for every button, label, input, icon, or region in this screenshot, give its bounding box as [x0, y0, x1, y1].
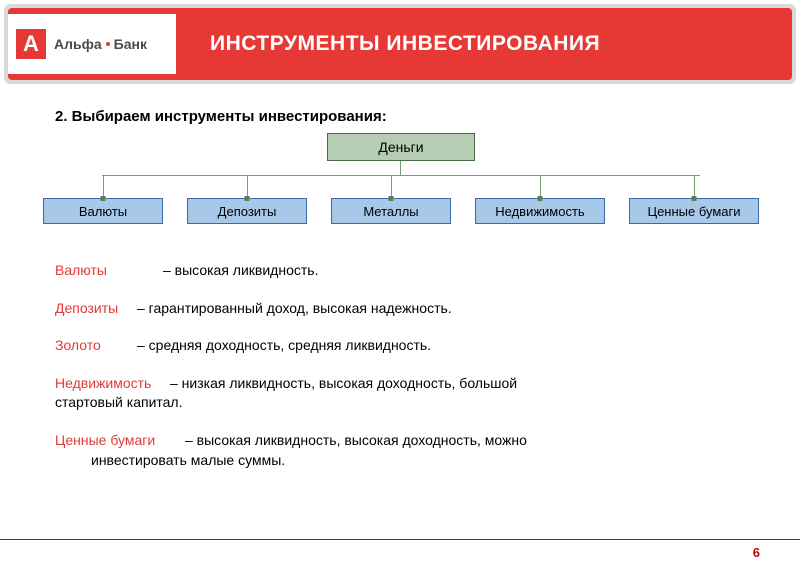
desc-text-cont: стартовый капитал. [55, 393, 745, 413]
child-marker-icon [692, 196, 697, 201]
desc-label: Недвижимость [55, 374, 170, 394]
footer-rule [0, 539, 800, 540]
child-marker-icon [245, 196, 250, 201]
desc-text: – высокая ликвидность. [163, 261, 318, 281]
slide-title: ИНСТРУМЕНТЫ ИНВЕСТИРОВАНИЯ [210, 32, 600, 56]
description-row-3: Недвижимость – низкая ликвидность, высок… [55, 374, 745, 413]
diagram-child-3: Недвижимость [475, 198, 605, 224]
logo-box: A Альфа Банк [8, 14, 176, 74]
diagram-child-4: Ценные бумаги [629, 198, 759, 224]
child-marker-icon [538, 196, 543, 201]
desc-label: Валюты [55, 261, 163, 281]
logo-text: Альфа Банк [54, 36, 147, 52]
child-label: Ценные бумаги [647, 204, 740, 219]
logo-word-2: Банк [114, 36, 147, 52]
logo-letter-box: A [16, 29, 46, 59]
header-inner: A Альфа Банк ИНСТРУМЕНТЫ ИНВЕСТИРОВАНИЯ [8, 8, 792, 80]
desc-text: – низкая ликвидность, высокая доходность… [170, 374, 517, 394]
desc-label: Депозиты [55, 299, 137, 319]
logo-letter: A [23, 31, 39, 57]
desc-text-cont: инвестировать малые суммы. [91, 451, 745, 471]
desc-text: – высокая ликвидность, высокая доходност… [185, 431, 527, 451]
diagram-child-1: Депозиты [187, 198, 307, 224]
child-marker-icon [389, 196, 394, 201]
child-marker-icon [101, 196, 106, 201]
diagram-root: Деньги [327, 133, 475, 161]
logo-dot-icon [106, 42, 110, 46]
description-row-4: Ценные бумаги – высокая ликвидность, выс… [55, 431, 745, 470]
descriptions-list: Валюты – высокая ликвидность. Депозиты –… [55, 261, 745, 470]
tree-diagram: Деньги Валюты Депозиты Металлы [55, 133, 745, 243]
child-label: Депозиты [218, 204, 277, 219]
page-number: 6 [753, 545, 760, 560]
root-label: Деньги [378, 139, 423, 155]
desc-text: – средняя доходность, средняя ликвидност… [137, 336, 431, 356]
child-label: Недвижимость [495, 204, 584, 219]
slide-header: A Альфа Банк ИНСТРУМЕНТЫ ИНВЕСТИРОВАНИЯ [4, 4, 796, 84]
child-label: Металлы [363, 204, 418, 219]
description-row-0: Валюты – высокая ликвидность. [55, 261, 745, 281]
diagram-children-row: Валюты Депозиты Металлы Недвижимость Цен [43, 198, 759, 224]
connector-horizontal [102, 175, 700, 176]
connector-vertical [400, 161, 401, 175]
desc-text: – гарантированный доход, высокая надежно… [137, 299, 452, 319]
child-label: Валюты [79, 204, 127, 219]
desc-label: Золото [55, 336, 137, 356]
section-title: 2. Выбираем инструменты инвестирования: [55, 108, 745, 125]
desc-label: Ценные бумаги [55, 431, 185, 451]
logo-word-1: Альфа [54, 36, 102, 52]
description-row-1: Депозиты – гарантированный доход, высока… [55, 299, 745, 319]
slide-content: 2. Выбираем инструменты инвестирования: … [0, 84, 800, 470]
description-row-2: Золото – средняя доходность, средняя лик… [55, 336, 745, 356]
diagram-child-0: Валюты [43, 198, 163, 224]
diagram-child-2: Металлы [331, 198, 451, 224]
